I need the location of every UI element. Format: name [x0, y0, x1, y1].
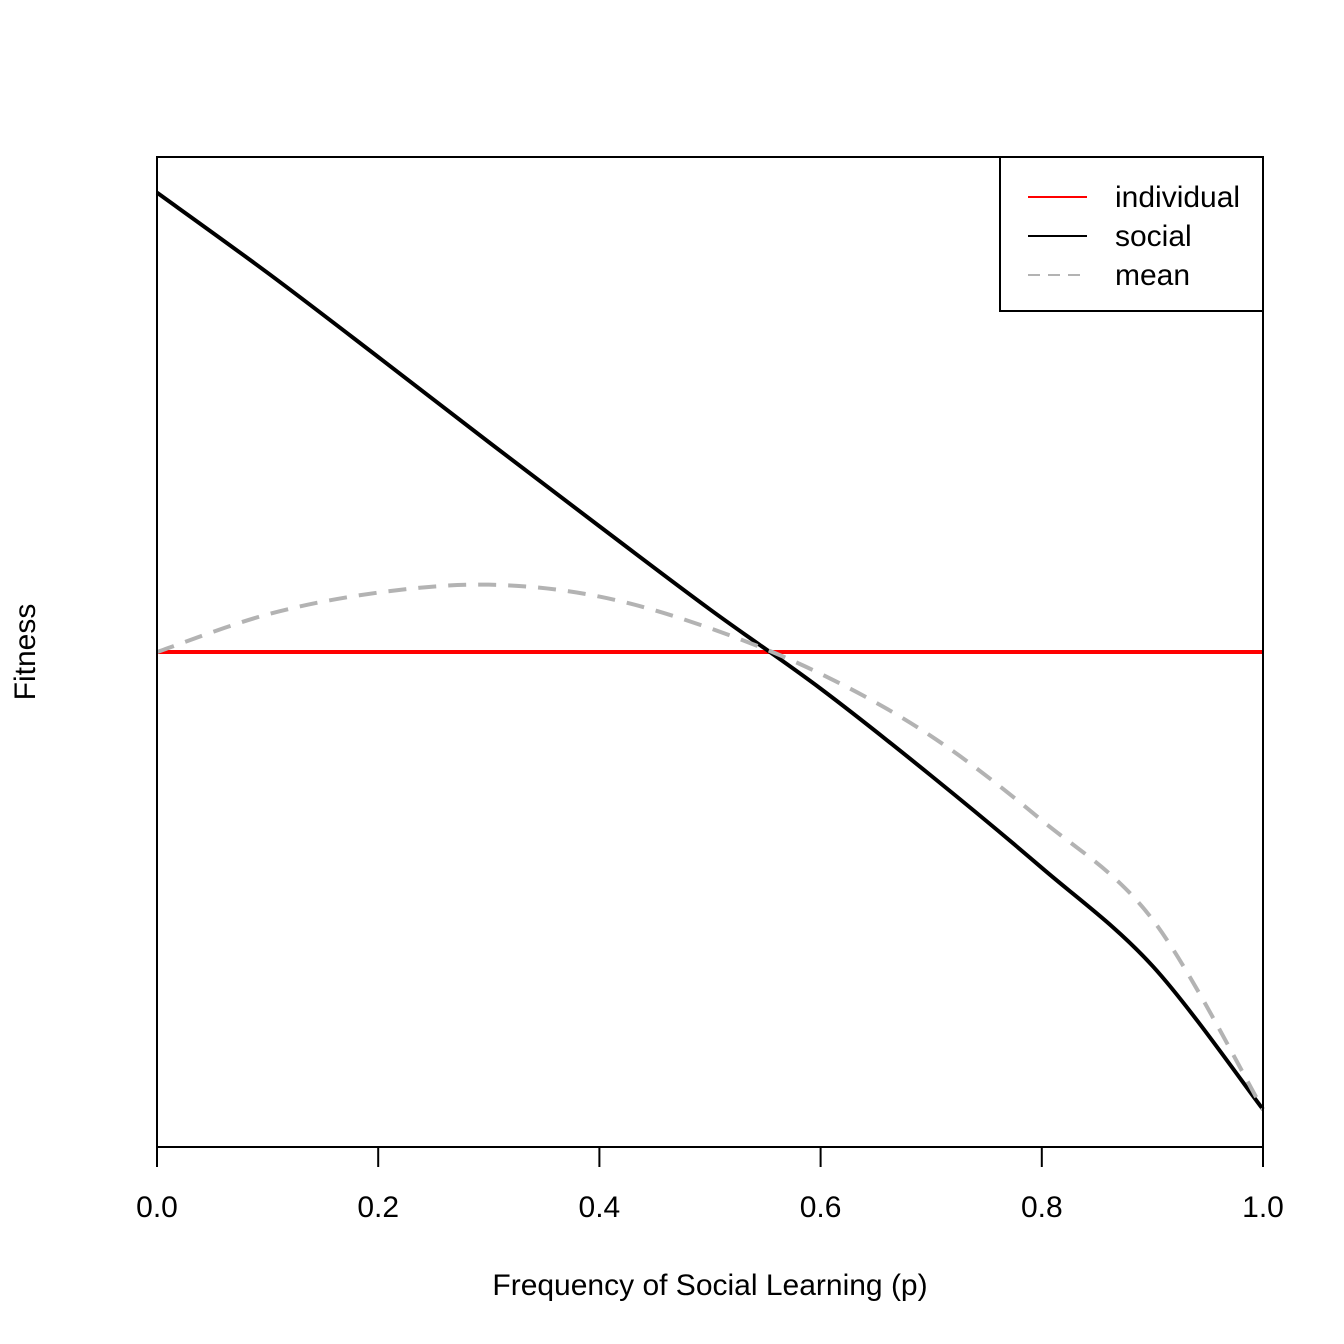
- x-axis-label: Frequency of Social Learning (p): [492, 1269, 927, 1302]
- legend-box: [999, 156, 1264, 312]
- series-line-social: [155, 191, 1265, 1111]
- legend-label-social: social: [1115, 220, 1192, 253]
- x-tick-label-4: 0.8: [1021, 1191, 1063, 1224]
- x-tick-label-2: 0.4: [579, 1191, 621, 1224]
- legend: individual social mean: [999, 156, 1264, 312]
- legend-label-individual: individual: [1115, 181, 1240, 214]
- x-tick-label-1: 0.2: [357, 1191, 399, 1224]
- x-tick-label-0: 0.0: [136, 1191, 178, 1224]
- legend-items: individual social mean: [1028, 181, 1240, 292]
- x-tick-label-3: 0.6: [800, 1191, 842, 1224]
- x-axis: 0.0 0.2 0.4 0.6 0.8 1.0: [136, 1147, 1284, 1224]
- x-tick-label-5: 1.0: [1242, 1191, 1284, 1224]
- plot-frame: [156, 156, 1264, 1148]
- legend-label-mean: mean: [1115, 259, 1190, 292]
- y-axis-label: Fitness: [9, 604, 42, 701]
- series-layer: [155, 191, 1265, 1111]
